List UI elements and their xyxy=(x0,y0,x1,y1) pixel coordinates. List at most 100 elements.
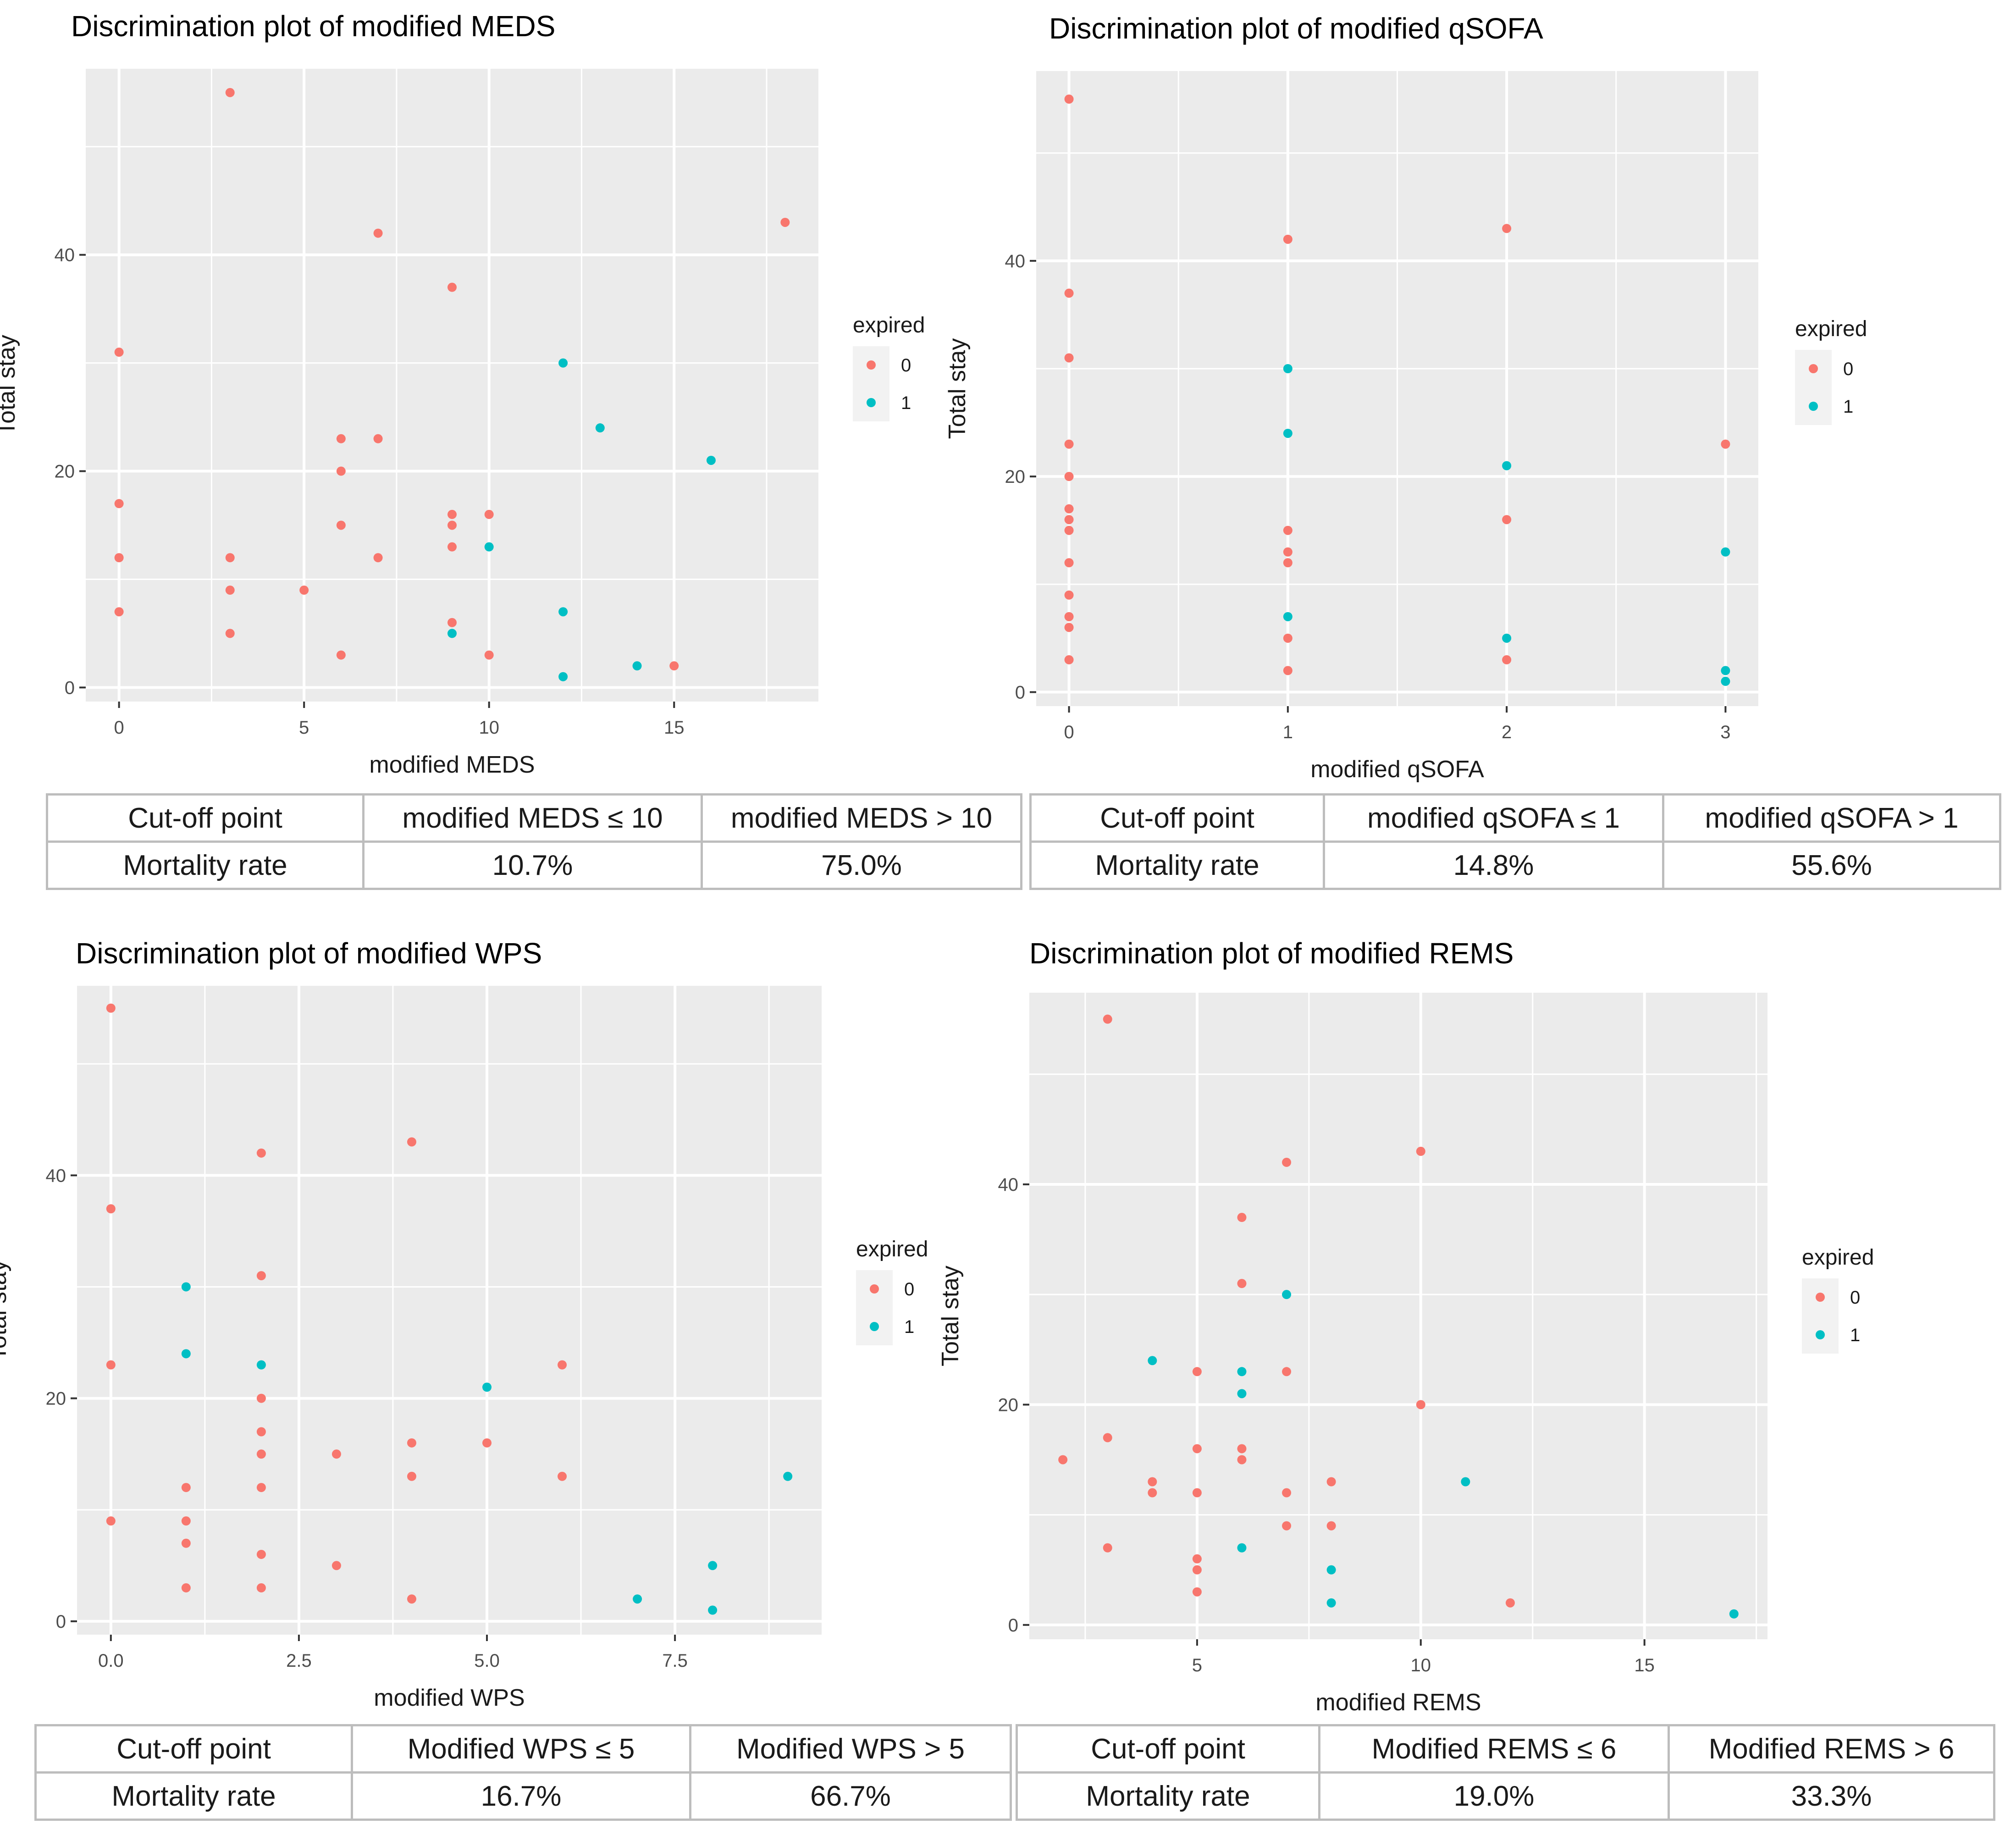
data-point xyxy=(106,1516,116,1526)
data-point xyxy=(1192,1554,1202,1564)
data-point xyxy=(225,586,235,595)
data-point xyxy=(1103,1543,1112,1553)
legend-swatch xyxy=(867,360,876,370)
y-tick-label: 20 xyxy=(46,1389,66,1409)
y-axis-title: Total stay xyxy=(0,1260,11,1361)
data-point xyxy=(256,1393,266,1403)
data-point xyxy=(256,1449,266,1459)
table-header-row: Cut-off point modified MEDS ≤ 10 modifie… xyxy=(46,793,1022,843)
data-point xyxy=(558,1471,567,1481)
table-row: Mortality rate 16.7% 66.7% xyxy=(34,1771,1012,1821)
y-tick-label: 0 xyxy=(1015,682,1025,702)
data-point xyxy=(482,1438,492,1448)
data-point xyxy=(558,607,568,617)
data-point xyxy=(1058,1455,1068,1465)
data-point xyxy=(1721,439,1730,449)
x-axis-title: modified MEDS xyxy=(369,752,535,778)
data-point xyxy=(1237,1213,1247,1222)
data-point xyxy=(1064,353,1074,363)
data-point xyxy=(1237,1279,1247,1288)
table-cell: Cut-off point xyxy=(46,793,365,843)
data-point xyxy=(1064,94,1074,104)
data-point xyxy=(1283,633,1292,643)
data-point xyxy=(1192,1488,1202,1498)
data-point xyxy=(1283,525,1292,535)
data-point xyxy=(484,650,494,660)
data-point xyxy=(407,1137,416,1147)
data-point xyxy=(1502,655,1512,664)
data-point xyxy=(632,661,642,671)
data-point xyxy=(407,1471,416,1481)
legend-label: 1 xyxy=(1843,397,1853,417)
x-tick-label: 2 xyxy=(1502,722,1512,742)
table-cell: 10.7% xyxy=(362,840,703,890)
data-point xyxy=(256,1360,266,1370)
legend-swatch xyxy=(870,1284,879,1294)
x-tick-label: 2.5 xyxy=(286,1651,312,1671)
data-point xyxy=(1148,1356,1157,1366)
data-point xyxy=(1282,1157,1292,1167)
data-point xyxy=(225,88,235,97)
data-point xyxy=(181,1538,191,1548)
data-point xyxy=(331,1449,341,1459)
data-point xyxy=(1416,1146,1425,1156)
data-point xyxy=(1283,234,1292,244)
table-cell: Modified REMS ≤ 6 xyxy=(1318,1724,1670,1774)
data-point xyxy=(1461,1477,1470,1487)
table-cell: Cut-off point xyxy=(34,1724,353,1774)
data-point xyxy=(1283,612,1292,621)
data-point xyxy=(1237,1444,1247,1454)
data-point xyxy=(1721,547,1730,557)
data-point xyxy=(1064,623,1074,632)
data-point xyxy=(1282,1367,1292,1377)
table-cell: modified qSOFA > 1 xyxy=(1662,793,2001,843)
table-cell: modified MEDS > 10 xyxy=(701,793,1022,843)
x-tick-label: 15 xyxy=(664,718,685,738)
panel-qsofa: Discrimination plot of modified qSOFA 0 1… xyxy=(944,0,2016,917)
panel-rems: Discrimination plot of modified REMS 5 10… xyxy=(937,926,2016,1841)
legend-title: expired xyxy=(853,313,925,337)
legend-swatch xyxy=(870,1322,879,1331)
data-point xyxy=(181,1349,191,1359)
data-point xyxy=(1721,666,1730,675)
table-row: Mortality rate 10.7% 75.0% xyxy=(46,840,1022,890)
data-point xyxy=(1282,1521,1292,1531)
data-point xyxy=(1237,1367,1247,1377)
data-point xyxy=(181,1583,191,1592)
y-tick-label: 20 xyxy=(1005,467,1026,487)
panel-meds: Discrimination plot of modified MEDS 0 5 1… xyxy=(0,0,1022,917)
y-tick-label: 40 xyxy=(46,1166,66,1186)
data-point xyxy=(1064,655,1074,664)
scatter-plot-qsofa: 0 1 2 3 0 20 40 modified qSOFA Total stay expired… xyxy=(944,71,1867,783)
legend-label: 0 xyxy=(1843,359,1853,379)
table-cell: 16.7% xyxy=(351,1771,691,1821)
data-point xyxy=(558,1360,567,1370)
data-point xyxy=(181,1516,191,1526)
data-point xyxy=(558,672,568,681)
data-point xyxy=(780,217,790,227)
legend-title: expired xyxy=(856,1237,928,1261)
data-point xyxy=(1064,525,1074,535)
data-point xyxy=(1064,472,1074,481)
data-point xyxy=(1192,1565,1202,1575)
table-cell: Modified WPS ≤ 5 xyxy=(351,1724,691,1774)
data-point xyxy=(1064,515,1074,525)
data-point xyxy=(1326,1565,1336,1575)
data-point xyxy=(225,553,235,563)
table-cell: Mortality rate xyxy=(1016,1771,1320,1821)
data-point xyxy=(1283,429,1292,438)
legend-label: 1 xyxy=(904,1317,914,1337)
y-tick-label: 40 xyxy=(1005,251,1026,271)
data-point xyxy=(1502,633,1512,643)
data-point xyxy=(558,358,568,368)
data-point xyxy=(1103,1014,1112,1024)
x-axis-title: modified WPS xyxy=(374,1685,525,1711)
table-cell: Modified REMS > 6 xyxy=(1668,1724,1995,1774)
y-tick-label: 0 xyxy=(56,1612,66,1632)
data-point xyxy=(633,1594,642,1604)
data-point xyxy=(1064,558,1074,568)
data-point xyxy=(336,466,346,476)
table-cell: 66.7% xyxy=(689,1771,1012,1821)
data-point xyxy=(106,1003,116,1013)
